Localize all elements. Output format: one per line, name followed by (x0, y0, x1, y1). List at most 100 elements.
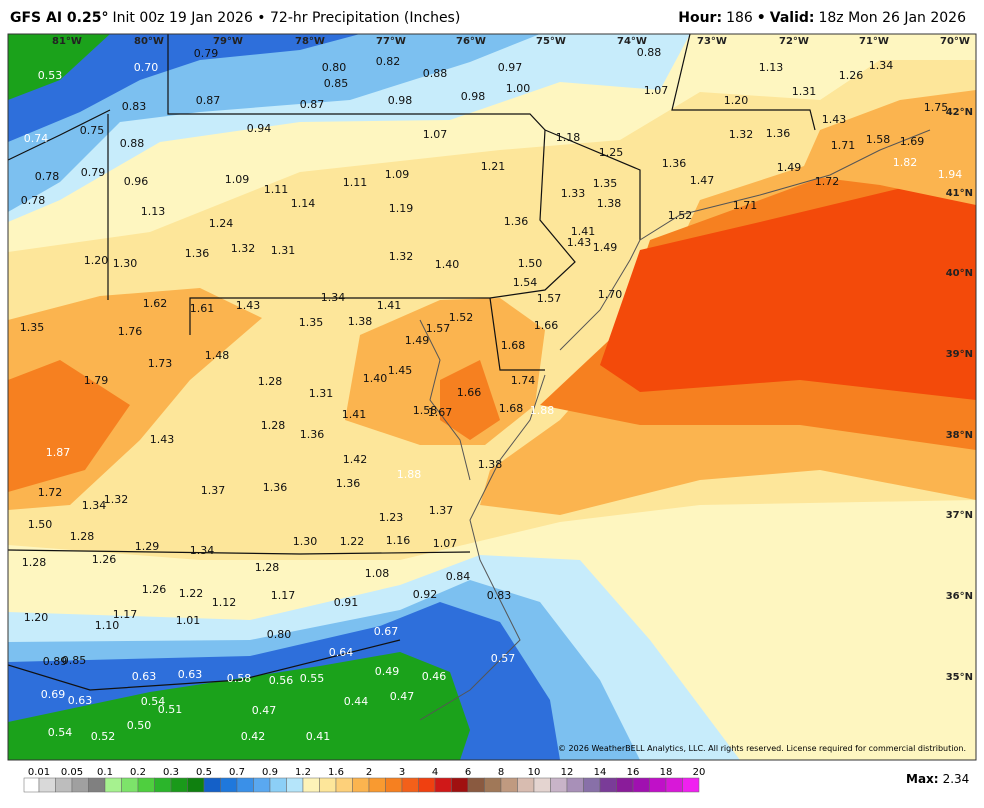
precip-value: 1.73 (148, 357, 173, 370)
colorbar-swatch (649, 777, 667, 793)
colorbar-swatch (385, 777, 403, 793)
precip-value: 0.97 (498, 61, 523, 74)
colorbar-label: 16 (627, 767, 640, 778)
colorbar-swatch (566, 777, 584, 793)
latitude-label: 42°N (946, 107, 973, 118)
colorbar-label: 1.6 (328, 767, 344, 778)
precip-value: 1.61 (190, 302, 215, 315)
colorbar-label: 12 (561, 767, 574, 778)
precip-value: 1.17 (271, 589, 296, 602)
precip-value: 1.40 (363, 372, 388, 385)
colorbar-swatch (599, 777, 617, 793)
precip-value: 1.67 (428, 406, 453, 419)
colorbar-swatch (104, 777, 122, 793)
colorbar-swatch (88, 777, 106, 793)
precip-value: 1.16 (386, 534, 411, 547)
precip-value: 1.62 (143, 297, 168, 310)
colorbar-swatch (55, 777, 73, 793)
precip-value: 0.54 (141, 695, 166, 708)
colorbar-label: 0.05 (61, 767, 83, 778)
precip-value: 1.42 (343, 453, 368, 466)
precip-value: 0.88 (423, 67, 448, 80)
precip-value: 0.83 (122, 100, 147, 113)
precip-value: 0.98 (388, 94, 413, 107)
precip-value: 1.66 (457, 386, 482, 399)
precip-value: 0.67 (374, 625, 399, 638)
precip-value: 1.48 (205, 349, 230, 362)
longitude-label: 72°W (779, 36, 809, 47)
precip-value: 1.57 (426, 322, 451, 335)
precip-value: 1.50 (28, 518, 53, 531)
colorbar-swatch (368, 777, 386, 793)
precip-value: 1.31 (309, 387, 334, 400)
precip-value: 1.11 (343, 176, 368, 189)
precip-value: 1.34 (190, 544, 215, 557)
colorbar-swatch (401, 777, 419, 793)
precip-value: 1.18 (556, 131, 581, 144)
precip-value: 1.33 (561, 187, 586, 200)
precip-value: 0.82 (376, 55, 401, 68)
colorbar-swatch (203, 777, 221, 793)
precip-value: 1.31 (792, 85, 817, 98)
colorbar-label: 1.2 (295, 767, 311, 778)
precip-value: 1.66 (534, 319, 559, 332)
precip-value: 0.84 (446, 570, 471, 583)
precip-value: 1.70 (598, 288, 623, 301)
precip-value: 1.36 (662, 157, 687, 170)
precip-value: 1.07 (644, 84, 669, 97)
map-frame (7, 33, 977, 761)
precip-value: 0.79 (81, 166, 106, 179)
colorbar-label: 4 (432, 767, 438, 778)
colorbar-swatch (170, 777, 188, 793)
precip-value: 1.20 (84, 254, 109, 267)
precip-value: 0.56 (269, 674, 294, 687)
precip-value: 0.88 (120, 137, 145, 150)
valid: 18z Mon 26 Jan 2026 (818, 10, 966, 26)
precip-value: 0.85 (324, 77, 349, 90)
precip-value: 1.43 (236, 299, 261, 312)
precip-value: 0.87 (300, 98, 325, 111)
precip-value: 1.36 (300, 428, 325, 441)
precip-value: 1.57 (537, 292, 562, 305)
precip-value: 1.41 (571, 225, 596, 238)
colorbar-label: 0.1 (97, 767, 113, 778)
precip-value: 0.79 (194, 47, 219, 60)
precip-value: 1.26 (839, 69, 864, 82)
precip-value: 1.52 (449, 311, 474, 324)
longitude-label: 73°W (697, 36, 727, 47)
precip-value: 1.36 (185, 247, 210, 260)
precip-value: 1.38 (597, 197, 622, 210)
precip-value: 0.41 (306, 730, 331, 743)
precip-value: 1.43 (567, 236, 592, 249)
precip-value: 1.47 (690, 174, 715, 187)
latitude-label: 35°N (946, 672, 973, 683)
precip-value: 1.36 (766, 127, 791, 140)
precip-value: 1.29 (135, 540, 160, 553)
precip-value: 0.83 (487, 589, 512, 602)
precip-value: 1.20 (24, 611, 49, 624)
precip-value: 1.50 (518, 257, 543, 270)
colorbar-label: 0.5 (196, 767, 212, 778)
precip-value: 1.13 (141, 205, 166, 218)
precip-value: 0.63 (132, 670, 157, 683)
precip-value: 0.54 (48, 726, 73, 739)
precip-value: 1.72 (38, 486, 63, 499)
colorbar-swatch (418, 777, 436, 793)
colorbar-swatch (335, 777, 353, 793)
longitude-label: 81°W (52, 36, 82, 47)
colorbar-swatch (665, 777, 683, 793)
colorbar-swatch (236, 777, 254, 793)
precip-value: 0.78 (35, 170, 60, 183)
precip-value: 0.57 (491, 652, 516, 665)
precip-value: 1.01 (176, 614, 201, 627)
precip-value: 0.87 (196, 94, 221, 107)
valid-label: Valid: (770, 10, 815, 26)
longitude-label: 74°W (617, 36, 647, 47)
precip-value: 1.38 (478, 458, 503, 471)
colorbar-swatch (682, 777, 700, 793)
colorbar-swatch (38, 777, 56, 793)
precip-value: 0.52 (91, 730, 116, 743)
precip-value: 1.28 (70, 530, 95, 543)
precip-value: 1.14 (291, 197, 316, 210)
precip-value: 1.58 (413, 404, 438, 417)
